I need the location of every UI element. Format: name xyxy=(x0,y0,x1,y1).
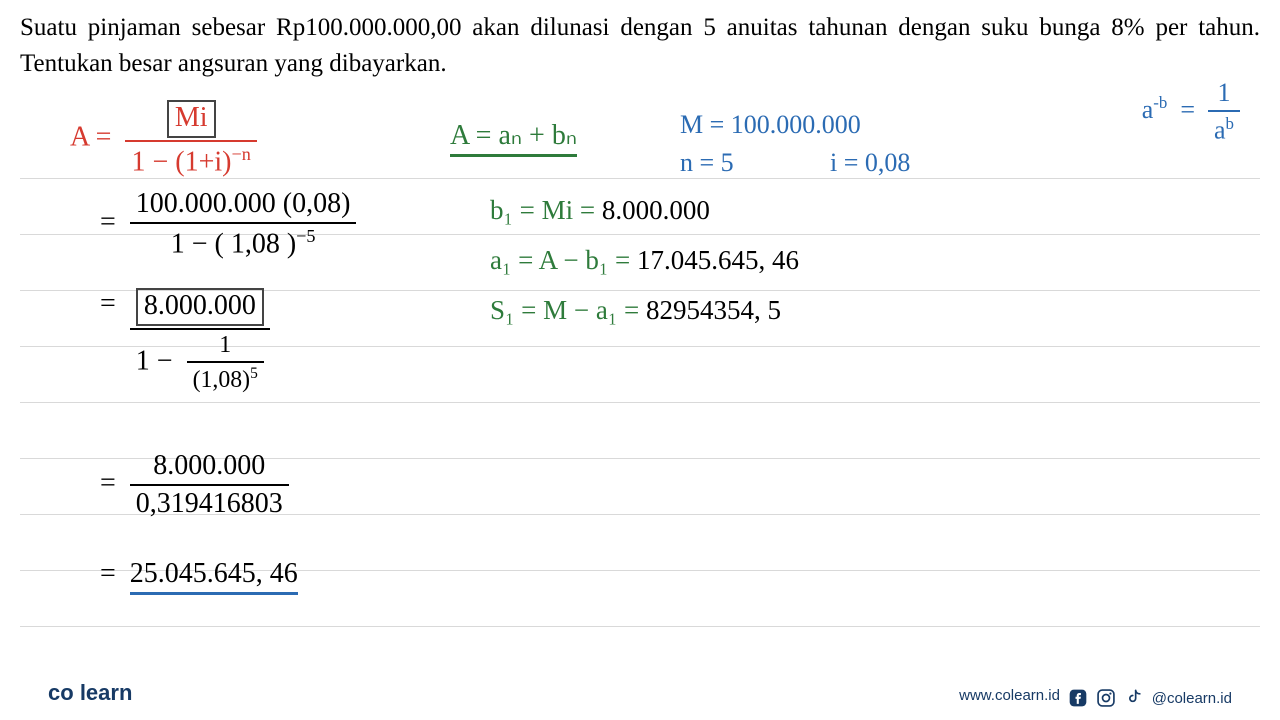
tiktok-icon[interactable] xyxy=(1124,688,1144,708)
facebook-icon[interactable] xyxy=(1068,688,1088,708)
formula-A: A = Mi 1 − (1+i)−n xyxy=(70,100,257,178)
step4: = 25.045.645, 46 xyxy=(100,558,298,595)
side-S1: S₁ = M − a₁ = 82954354, 5 xyxy=(490,295,781,326)
footer-handle[interactable]: @colearn.id xyxy=(1152,690,1232,707)
footer-socials: @colearn.id xyxy=(1068,688,1232,708)
footer: co learn www.colearn.id @colearn.id xyxy=(0,672,1280,720)
ruled-line xyxy=(20,402,1260,403)
side-b1: b₁ = Mi = 8.000.000 xyxy=(490,195,710,226)
page: Suatu pinjaman sebesar Rp100.000.000,00 … xyxy=(0,0,1280,720)
formula-A-anbn: A = aₙ + bₙ xyxy=(450,118,577,157)
ruled-line xyxy=(20,178,1260,179)
ruled-line xyxy=(20,626,1260,627)
step3: = 8.000.000 0,319416803 xyxy=(100,450,289,520)
footer-url[interactable]: www.colearn.id xyxy=(959,687,1060,704)
exponent-rule: a-b = 1ab xyxy=(1142,78,1240,146)
given-M: M = 100.000.000 xyxy=(680,110,861,140)
given-i: i = 0,08 xyxy=(830,148,910,178)
step1: = 100.000.000 (0,08) 1 − ( 1,08 )−5 xyxy=(100,188,356,260)
problem-text: Suatu pinjaman sebesar Rp100.000.000,00 … xyxy=(20,10,1260,83)
side-a1: a₁ = A − b₁ = 17.045.645, 46 xyxy=(490,245,799,276)
instagram-icon[interactable] xyxy=(1096,688,1116,708)
step2: = 8.000.000 1 − 1 (1,08)5 xyxy=(100,288,270,394)
given-n: n = 5 xyxy=(680,148,734,178)
brand-logo: co learn xyxy=(48,680,132,706)
